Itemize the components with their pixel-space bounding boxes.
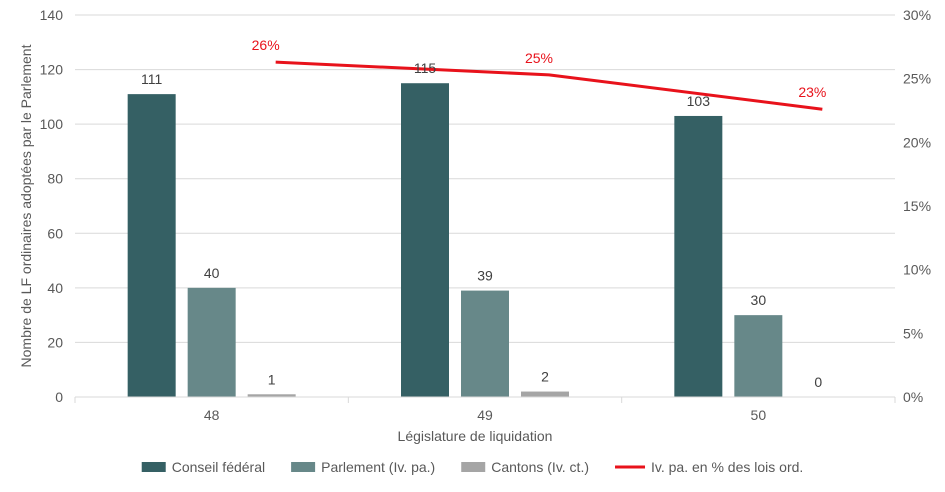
y2-tick-label: 0% <box>903 389 923 405</box>
line-data-label: 26% <box>252 37 280 53</box>
data-labels: 111 40 1 115 39 2 103 30 0 26% 25% 23% <box>141 37 826 390</box>
legend-item: Cantons (Iv. ct.) <box>461 459 589 475</box>
line-data-label: 25% <box>525 50 553 66</box>
bar-data-label: 0 <box>814 374 822 390</box>
x-axis-title: Législature de liquidation <box>398 428 553 444</box>
bar-data-label: 39 <box>477 268 493 284</box>
bar <box>127 94 176 397</box>
legend-label: Parlement (Iv. pa.) <box>321 459 435 475</box>
y2-tick-label: 25% <box>903 71 931 87</box>
y-tick-label: 100 <box>40 116 64 132</box>
bar-data-label: 2 <box>541 369 549 385</box>
bar-data-label: 111 <box>141 71 162 87</box>
y2-tick-label: 15% <box>903 198 931 214</box>
bars <box>127 83 783 397</box>
y-tick-label: 20 <box>47 334 63 350</box>
x-tick-label: 50 <box>751 407 767 423</box>
x-tick-label: 49 <box>477 407 493 423</box>
bar <box>521 391 569 397</box>
y-tick-label: 0 <box>55 389 63 405</box>
legend-item: Conseil fédéral <box>141 459 265 475</box>
bar <box>247 394 296 397</box>
y2-tick-label: 5% <box>903 325 923 341</box>
bar-data-label: 30 <box>751 292 767 308</box>
bar-data-label: 103 <box>687 93 711 109</box>
y-tick-label: 80 <box>47 171 63 187</box>
bar <box>401 83 449 397</box>
y2-tick-label: 10% <box>903 262 931 278</box>
bar-data-label: 40 <box>204 265 220 281</box>
y2-tick-label: 20% <box>903 134 931 150</box>
bar <box>674 115 723 397</box>
line-path <box>275 60 823 111</box>
y-tick-label: 120 <box>40 62 64 78</box>
bar-data-label: 115 <box>414 60 437 76</box>
line-series <box>275 60 823 111</box>
y2-tick-label: 30% <box>903 7 931 23</box>
legend-swatch <box>291 462 316 472</box>
legend-swatch <box>461 462 486 472</box>
x-tick-label: 48 <box>204 407 220 423</box>
y-axis-title: Nombre de LF ordinaires adoptées par le … <box>18 44 34 367</box>
legend-item: Parlement (Iv. pa.) <box>291 459 435 475</box>
legend-label: Cantons (Iv. ct.) <box>491 459 589 475</box>
line-data-label: 23% <box>798 84 826 100</box>
legend: Conseil fédéral Parlement (Iv. pa.) Canton… <box>141 459 803 475</box>
bar <box>734 315 783 397</box>
legend-label: Iv. pa. en % des lois ord. <box>651 459 803 475</box>
bar <box>461 290 509 397</box>
bar <box>187 287 236 397</box>
y-tick-label: 40 <box>47 280 63 296</box>
y-tick-label: 60 <box>47 225 63 241</box>
bar-data-label: 1 <box>268 371 276 387</box>
legend-swatch <box>141 462 166 472</box>
legend-label: Conseil fédéral <box>172 459 265 475</box>
legend-item: Iv. pa. en % des lois ord. <box>615 459 803 475</box>
y-tick-label: 140 <box>40 7 64 23</box>
